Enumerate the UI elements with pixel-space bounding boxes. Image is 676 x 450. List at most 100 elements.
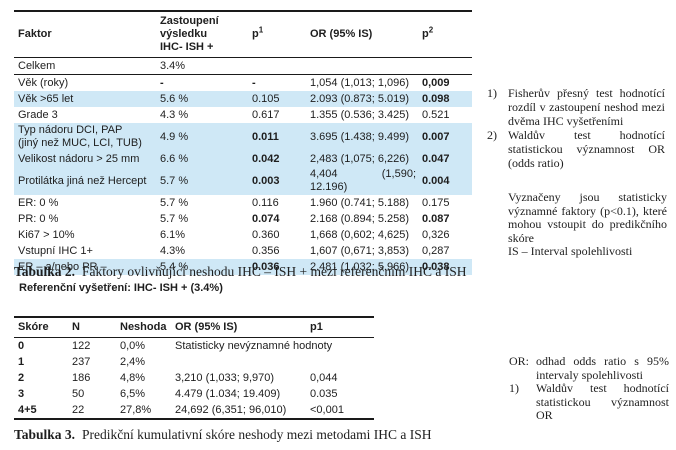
cell-neshoda: 6,5% xyxy=(120,387,146,400)
legend-significance: Vyznačeny jsou statisticky významné fakt… xyxy=(508,190,667,259)
cell-p2: 0,287 xyxy=(422,244,450,257)
footnote-2: 2) Waldův test hodnotící statistickou vý… xyxy=(487,128,665,170)
cell-p2: 0.047 xyxy=(422,152,450,165)
table-row: Vstupní IHC 1+ 4.3% 0.356 1,607 (0,671; … xyxy=(14,243,472,259)
header-row: Skóre N Neshoda OR (95% IS) p1 xyxy=(14,317,374,338)
or-value-part3: 12.196) xyxy=(310,181,348,193)
cell-zastoupeni: 5.4 % xyxy=(160,260,189,273)
cell-zastoupeni: 4.3 % xyxy=(160,108,189,121)
cell-faktor: Celkem xyxy=(14,57,160,75)
or-definition: OR: odhad odds ratio s 95% intervaly spo… xyxy=(509,354,669,382)
cell-or: 24,692 (6,351; 96,010) xyxy=(175,403,287,416)
table-row: Ki67 > 10% 6.1% 0.360 1,668 (0,602; 4,62… xyxy=(14,227,472,243)
or-value-part2: (1,590; xyxy=(381,168,416,180)
cell-faktor: Protilátka jiná než Hercept xyxy=(18,174,147,187)
cell-faktor: Grade 3 xyxy=(18,108,58,121)
cell-zastoupeni: 6.1% xyxy=(160,228,186,241)
table2-subtitle: Referenční vyšetření: IHC- ISH + (3.4%) xyxy=(19,282,223,294)
cell-or: 3,210 (1,033; 9,970) xyxy=(175,371,275,384)
col-header-n: N xyxy=(68,317,116,338)
cell-faktor: Věk (roky) xyxy=(18,76,69,89)
cell-p1: 0,044 xyxy=(310,371,338,384)
cell-or-span: Statisticky nevýznamné hodnoty xyxy=(175,339,333,352)
cell-faktor: Ki67 > 10% xyxy=(18,228,75,241)
col-header-faktor: Faktor xyxy=(14,11,160,58)
cell-p2: 0.038 xyxy=(422,260,450,273)
legend-abbreviation: IS – Interval spolehlivosti xyxy=(508,244,633,258)
cell-or: 2.093 (0.873; 5.019) xyxy=(310,92,410,105)
cell-or: 2,483 (1,075; 6,226) xyxy=(310,152,410,165)
cell-n: 122 xyxy=(72,339,91,352)
col-header-or: OR (95% IS) xyxy=(171,317,306,338)
table-row: 2 186 4,8% 3,210 (1,033; 9,970) 0,044 xyxy=(14,370,374,386)
cell-p1 xyxy=(306,354,374,370)
cell-zastoupeni: 4.9 % xyxy=(160,130,189,143)
cell-or: 4,404 (1,590; 12.196) xyxy=(310,167,422,195)
footnote-number: 2) xyxy=(487,128,497,142)
cell-zastoupeni: 5.6 % xyxy=(160,92,189,105)
table-row: 4+5 22 27,8% 24,692 (6,351; 96,010) <0,0… xyxy=(14,402,374,419)
cell-or: 1,054 (1,013; 1,096) xyxy=(310,76,410,89)
table-factors: Faktor Zastoupení výsledku IHC- ISH + p1… xyxy=(14,10,472,275)
cell-p1: 0.360 xyxy=(252,228,280,241)
cell-p1 xyxy=(252,57,310,75)
footnote-text: Waldův test hodnotící statistickou význa… xyxy=(508,128,665,170)
col-header-p1: p1 xyxy=(252,11,310,58)
cell-n: 186 xyxy=(72,371,91,384)
cell-or: 2.481 (1.032; 5.966) xyxy=(310,260,410,273)
table-row-highlighted: Věk >65 let 5.6 % 0.105 2.093 (0.873; 5.… xyxy=(14,91,472,107)
cell-or: 1.355 (0.536; 3.425) xyxy=(310,108,410,121)
superscript-2: 2 xyxy=(428,25,434,35)
table-score-header: Skóre N Neshoda OR (95% IS) p1 xyxy=(14,317,374,338)
table-row: Celkem 3.4% xyxy=(14,57,472,75)
table-row: Grade 3 4.3 % 0.617 1.355 (0.536; 3.425)… xyxy=(14,107,472,123)
cell-faktor: Typ nádoru DCI, PAP (jiný než MUC, LCI, … xyxy=(18,124,142,149)
cell-p1: 0.617 xyxy=(252,108,280,121)
cell-or: 4.479 (1.034; 19.409) xyxy=(175,387,281,400)
footnote-1: 1) Fisherův přesný test hodnotící rozdíl… xyxy=(487,86,665,128)
cell-p1: <0,001 xyxy=(310,403,344,416)
table-row: 1 237 2,4% xyxy=(14,354,374,370)
cell-p1: 0.036 xyxy=(252,260,280,273)
legend-paragraph: Vyznačeny jsou statisticky významné fakt… xyxy=(508,190,667,245)
cell-faktor: Vstupní IHC 1+ xyxy=(18,244,93,257)
cell-p2: 0.098 xyxy=(422,92,450,105)
table2-caption-label: Tabulka 2. xyxy=(14,264,76,279)
table-row-highlighted: Typ nádoru DCI, PAP (jiný než MUC, LCI, … xyxy=(14,123,472,151)
table-row: ER: 0 % 5.7 % 0.116 1.960 (0.741; 5.188)… xyxy=(14,195,472,211)
table3-caption: Tabulka 3. Predikční kumulativní skóre ne… xyxy=(14,427,484,443)
footnote-text: Fisherův přesný test hodnotící rozdíl v … xyxy=(508,86,665,128)
cell-zastoupeni: 6.6 % xyxy=(160,152,189,165)
cell-faktor: ER – a/nebo PR – xyxy=(18,260,107,273)
col-header-p2: p2 xyxy=(422,11,472,58)
table2-caption: Tabulka 2. Faktory ovlivňující neshodu IH… xyxy=(14,264,484,280)
table-factors-header: Faktor Zastoupení výsledku IHC- ISH + p1… xyxy=(14,11,472,58)
footnotes-table3: OR: odhad odds ratio s 95% intervaly spo… xyxy=(509,354,669,423)
cell-p1: 0.035 xyxy=(310,387,338,400)
col-header-skore: Skóre xyxy=(14,317,68,338)
cell-or: 1,607 (0,671; 3,853) xyxy=(310,244,410,257)
cell-neshoda: 0,0% xyxy=(120,339,146,352)
cell-p2 xyxy=(422,57,472,75)
cell-or xyxy=(171,354,306,370)
cell-or: 1.960 (0.741; 5.188) xyxy=(310,196,410,209)
cell-skore: 4+5 xyxy=(18,403,37,416)
table-row: 3 50 6,5% 4.479 (1.034; 19.409) 0.035 xyxy=(14,386,374,402)
cell-n: 50 xyxy=(72,387,85,400)
table-row: PR: 0 % 5.7 % 0.074 2.168 (0.894; 5.258)… xyxy=(14,211,472,227)
table-row-highlighted: ER – a/nebo PR – 5.4 % 0.036 2.481 (1.03… xyxy=(14,259,472,275)
cell-n: 237 xyxy=(72,355,91,368)
cell-p1: 0.011 xyxy=(252,130,279,143)
cell-skore: 0 xyxy=(18,339,25,352)
table2-caption-text: Faktory ovlivňující neshodu IHC – ISH + … xyxy=(82,264,467,279)
cell-zastoupeni: 3.4% xyxy=(160,57,252,75)
table-score: Skóre N Neshoda OR (95% IS) p1 0 122 0,0… xyxy=(14,316,374,420)
cell-faktor: Velikost nádoru > 25 mm xyxy=(18,152,140,165)
cell-p1: 0.003 xyxy=(252,174,280,187)
or-label: OR: xyxy=(509,354,530,368)
cell-skore: 3 xyxy=(18,387,25,400)
col-header-zastoupeni: Zastoupení výsledku IHC- ISH + xyxy=(160,11,252,58)
cell-skore: 1 xyxy=(18,355,25,368)
cell-p2: 0,326 xyxy=(422,228,450,241)
